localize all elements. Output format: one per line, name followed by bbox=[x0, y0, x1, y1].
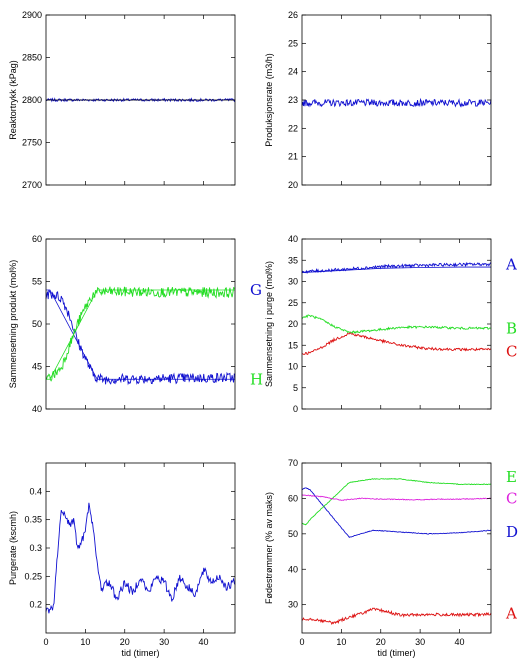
series-label: C bbox=[506, 489, 517, 507]
chart-panel-2: 20 21 22 23 24 25 26 Produksjonsrate (m3/h) bbox=[264, 10, 492, 190]
x-tick-label: 30 bbox=[159, 637, 169, 647]
x-tick-label: 10 bbox=[336, 637, 346, 647]
x-tick-label: 40 bbox=[454, 637, 464, 647]
y-tick-label: 0 bbox=[293, 404, 298, 414]
y-tick-label: 23 bbox=[288, 95, 298, 105]
series-label: A bbox=[505, 605, 517, 623]
y-tick-label: 26 bbox=[288, 10, 298, 20]
series-label: D bbox=[506, 523, 518, 541]
y-tick-label: 60 bbox=[32, 234, 42, 244]
y-axis-label: Reaktortrykk (kPag) bbox=[8, 60, 18, 140]
y-tick-label: 21 bbox=[288, 152, 298, 162]
y-tick-label: 2850 bbox=[22, 53, 42, 63]
series-line-4 bbox=[301, 607, 492, 626]
series-line-1 bbox=[301, 97, 492, 108]
chart-panel-1: 2700 2750 2800 2850 2900 Reaktortrykk (kPag) bbox=[8, 10, 236, 190]
y-tick-label: 5 bbox=[293, 383, 298, 393]
y-tick-label: 60 bbox=[288, 493, 298, 503]
y-tick-label: 2750 bbox=[22, 138, 42, 148]
y-axis-label: Fødestrømmer (% av maks) bbox=[264, 492, 274, 604]
y-tick-label: 2800 bbox=[22, 95, 42, 105]
series-line-1 bbox=[45, 289, 236, 386]
y-tick-label: 70 bbox=[288, 458, 298, 468]
y-tick-label: 0.4 bbox=[29, 486, 42, 496]
series-line-2 bbox=[301, 266, 491, 273]
plot-frame bbox=[301, 462, 492, 634]
y-tick-label: 15 bbox=[288, 340, 298, 350]
x-tick-label: 20 bbox=[376, 637, 386, 647]
plot-frame bbox=[45, 462, 236, 634]
y-axis-label: Sammensetning i purge (mol%) bbox=[264, 261, 274, 387]
series-line-2 bbox=[46, 289, 235, 380]
series-line-2 bbox=[301, 478, 492, 526]
y-tick-label: 30 bbox=[288, 277, 298, 287]
series-line-3 bbox=[45, 286, 236, 382]
series-label: B bbox=[506, 319, 517, 337]
series-line-4 bbox=[46, 289, 235, 380]
y-tick-label: 22 bbox=[288, 123, 298, 133]
x-tick-label: 0 bbox=[43, 637, 48, 647]
chart-panel-5: 0.2 0.25 0.3 0.35 0.4 0 10 20 30 40 Purgerate (ksc… bbox=[8, 462, 236, 658]
y-tick-label: 40 bbox=[32, 404, 42, 414]
x-tick-label: 40 bbox=[198, 637, 208, 647]
y-tick-label: 25 bbox=[288, 298, 298, 308]
series-line-3 bbox=[301, 494, 492, 501]
y-tick-label: 25 bbox=[288, 38, 298, 48]
series-label: A bbox=[505, 256, 517, 274]
y-tick-label: 2700 bbox=[22, 180, 42, 190]
x-axis-label: tid (timer) bbox=[122, 648, 160, 658]
series-label: C bbox=[506, 343, 517, 361]
y-tick-label: 20 bbox=[288, 319, 298, 329]
chart-panel-3: 40 45 50 55 60 Sammensetning produkt (mol%) G H bbox=[8, 234, 263, 414]
y-tick-label: 45 bbox=[32, 362, 42, 372]
x-tick-label: 30 bbox=[415, 637, 425, 647]
y-tick-label: 0.3 bbox=[29, 543, 42, 553]
plot-frame bbox=[301, 14, 492, 186]
y-tick-label: 2900 bbox=[22, 10, 42, 20]
y-axis-label: Sammensetning produkt (mol%) bbox=[8, 260, 18, 389]
series-label: E bbox=[506, 468, 517, 486]
y-tick-label: 40 bbox=[288, 234, 298, 244]
series-label: G bbox=[250, 281, 262, 299]
x-tick-label: 20 bbox=[120, 637, 130, 647]
series-line-1 bbox=[301, 261, 492, 274]
y-axis-label: Produksjonsrate (m3/h) bbox=[264, 53, 274, 147]
y-tick-label: 35 bbox=[288, 255, 298, 265]
y-tick-label: 0.35 bbox=[24, 515, 42, 525]
y-tick-label: 30 bbox=[288, 600, 298, 610]
y-tick-label: 0.25 bbox=[24, 571, 42, 581]
y-tick-label: 50 bbox=[32, 319, 42, 329]
chart-panel-4: 0 5 10 15 20 25 30 35 40 Sammensetning i purge (m… bbox=[264, 234, 517, 414]
chart-panel-6: 30 40 50 60 70 0 10 20 30 40 Fødestrømmer (% av ma… bbox=[264, 458, 518, 658]
x-axis-label: tid (timer) bbox=[378, 648, 416, 658]
y-tick-label: 10 bbox=[288, 362, 298, 372]
y-tick-label: 50 bbox=[288, 529, 298, 539]
y-tick-label: 55 bbox=[32, 277, 42, 287]
series-line-1 bbox=[45, 502, 236, 614]
series-label: H bbox=[250, 370, 263, 388]
series-line-4 bbox=[301, 332, 492, 355]
y-tick-label: 24 bbox=[288, 67, 298, 77]
series-line-3 bbox=[301, 314, 492, 334]
x-tick-label: 0 bbox=[299, 637, 304, 647]
plot-frame bbox=[45, 238, 236, 410]
series-line-1 bbox=[301, 487, 492, 539]
y-axis-label: Purgerate (kscmh) bbox=[8, 511, 18, 585]
y-tick-label: 20 bbox=[288, 180, 298, 190]
y-tick-label: 0.2 bbox=[29, 600, 42, 610]
x-tick-label: 10 bbox=[80, 637, 90, 647]
y-tick-label: 40 bbox=[288, 564, 298, 574]
